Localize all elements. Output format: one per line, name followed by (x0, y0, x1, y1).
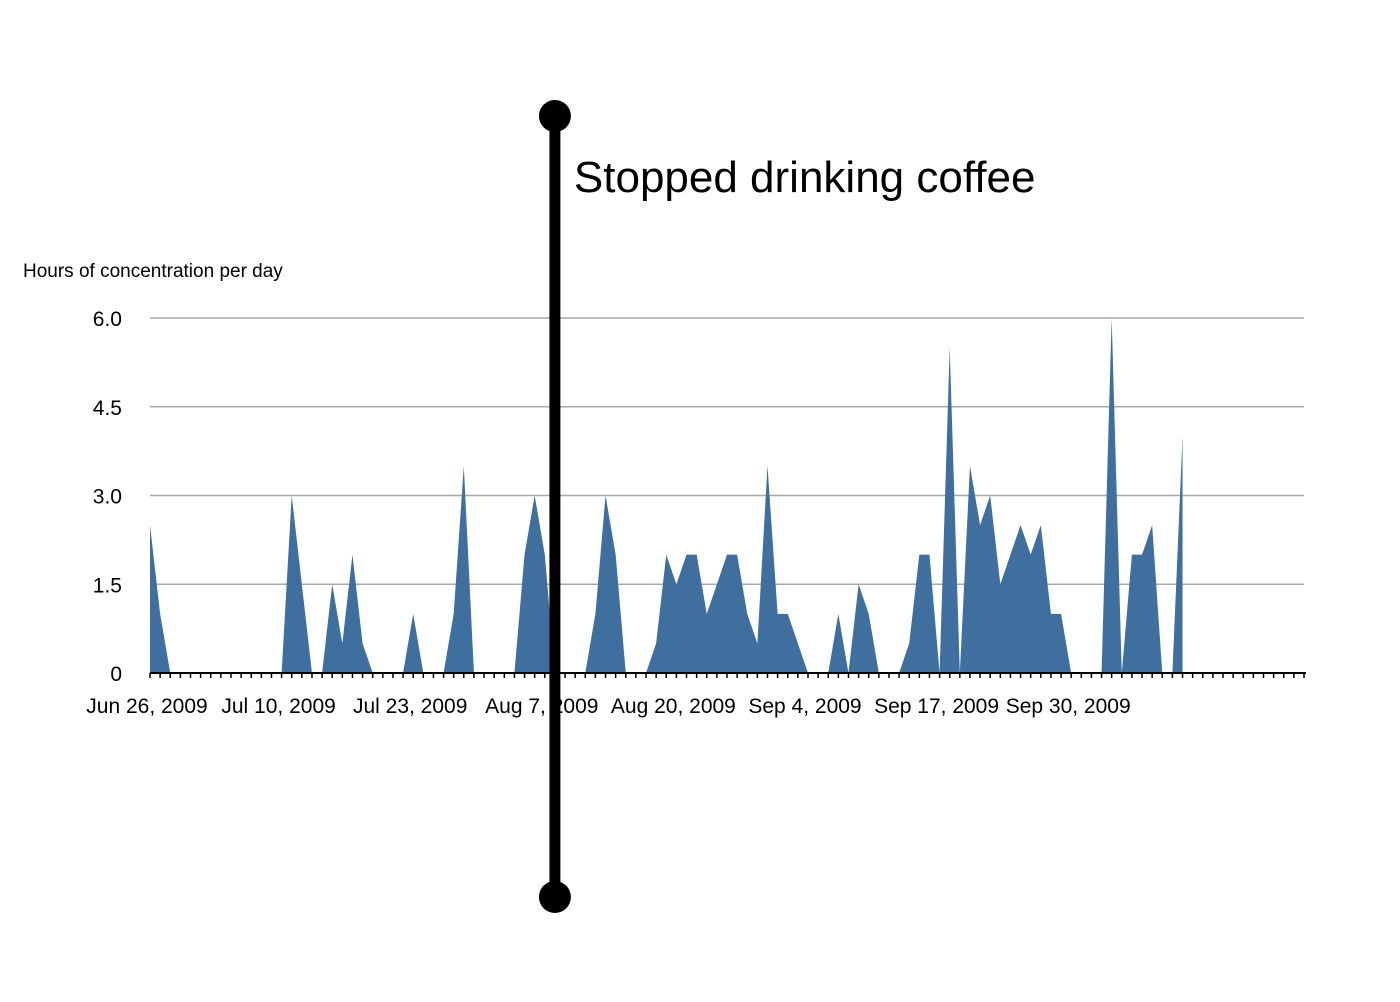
x-tick-label: Jul 10, 2009 (221, 695, 335, 718)
annotation: Stopped drinking coffee (538, 100, 1036, 913)
y-tick-label: 3.0 (93, 486, 122, 509)
annotation-marker-bottom (538, 881, 571, 913)
y-tick-label: 1.5 (93, 574, 122, 597)
x-tick-labels: Jun 26, 2009 Jul 10, 2009 Jul 23, 2009 Aug … (86, 695, 1130, 718)
x-axis (149, 672, 1306, 678)
x-tick-label: Aug 20, 2009 (611, 695, 736, 718)
x-tick-label: Jun 26, 2009 (86, 695, 207, 718)
y-tick-label: 0 (110, 663, 122, 686)
series-area-path (150, 318, 1183, 673)
annotation-label: Stopped drinking coffee (574, 153, 1036, 202)
gridlines (150, 317, 1304, 585)
x-tick-label: Sep 30, 2009 (1006, 695, 1131, 718)
x-tick-label: Sep 4, 2009 (748, 695, 861, 718)
annotation-marker-top (538, 100, 571, 132)
y-axis-title: Hours of concentration per day (23, 261, 283, 282)
x-tick-label: Sep 17, 2009 (874, 695, 999, 718)
y-axis: 0 1.5 3.0 4.5 6.0 (93, 308, 122, 686)
x-tick-label: Jul 23, 2009 (353, 695, 467, 718)
y-tick-label: 4.5 (93, 397, 122, 420)
x-tick-label: Aug 7, 2009 (485, 695, 598, 718)
y-tick-label: 6.0 (93, 308, 122, 331)
